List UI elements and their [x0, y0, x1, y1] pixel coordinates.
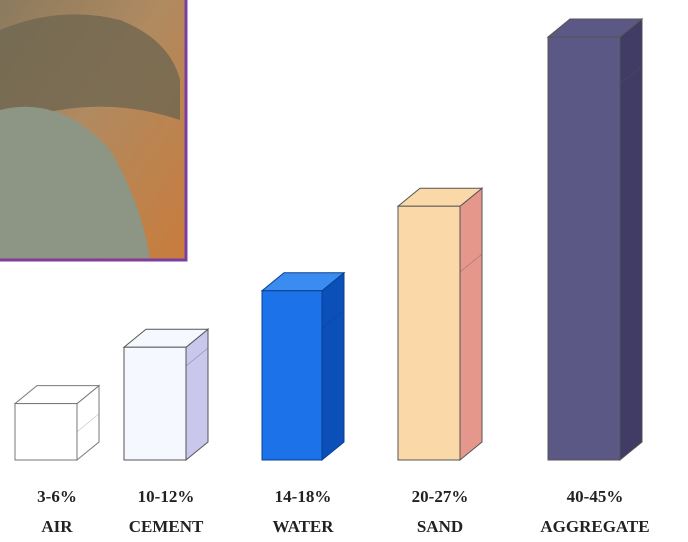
bar-side — [321, 271, 345, 462]
bar — [14, 403, 78, 461]
category-label: WATER — [272, 517, 334, 536]
value-label: 3-6% — [37, 487, 77, 506]
value-label: 10-12% — [138, 487, 195, 506]
low-tick — [321, 310, 345, 329]
bar-side — [185, 328, 209, 462]
bar — [547, 36, 621, 461]
category-label: SAND — [417, 517, 463, 536]
low-tick — [459, 253, 483, 273]
bar-side — [459, 187, 483, 462]
category-label: AIR — [41, 517, 73, 536]
value-label: 20-27% — [412, 487, 469, 506]
value-label: 40-45% — [567, 487, 624, 506]
low-tick — [185, 347, 209, 367]
value-label: 14-18% — [275, 487, 332, 506]
bar — [397, 205, 461, 461]
low-tick — [76, 413, 100, 433]
bar-side — [619, 17, 643, 462]
category-label: AGGREGATE — [540, 517, 649, 536]
bar — [261, 290, 323, 461]
photo — [0, 0, 188, 262]
low-tick — [619, 65, 643, 85]
category-label: CEMENT — [129, 517, 204, 536]
bar — [123, 346, 187, 461]
